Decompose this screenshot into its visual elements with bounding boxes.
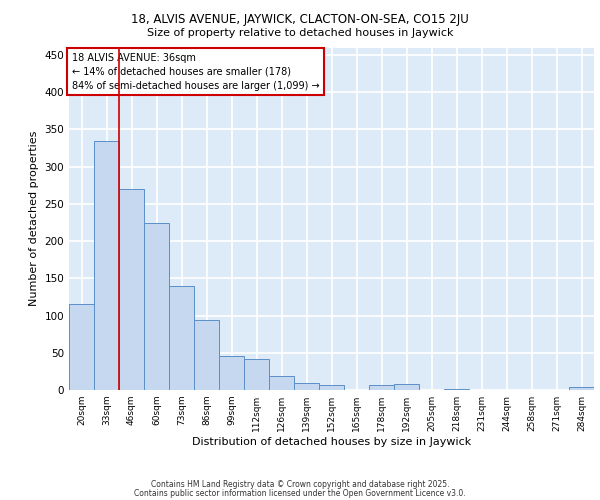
Bar — [394, 384, 419, 390]
Bar — [244, 360, 269, 390]
Bar — [444, 388, 469, 390]
Bar — [169, 286, 194, 390]
Bar — [369, 385, 394, 390]
Bar — [194, 320, 219, 390]
Bar — [569, 387, 594, 390]
Text: 18 ALVIS AVENUE: 36sqm
← 14% of detached houses are smaller (178)
84% of semi-de: 18 ALVIS AVENUE: 36sqm ← 14% of detached… — [71, 52, 319, 90]
Text: 18, ALVIS AVENUE, JAYWICK, CLACTON-ON-SEA, CO15 2JU: 18, ALVIS AVENUE, JAYWICK, CLACTON-ON-SE… — [131, 12, 469, 26]
Bar — [94, 140, 119, 390]
Text: Contains public sector information licensed under the Open Government Licence v3: Contains public sector information licen… — [134, 488, 466, 498]
Bar — [294, 382, 319, 390]
Bar — [119, 189, 144, 390]
Bar — [269, 376, 294, 390]
Text: Size of property relative to detached houses in Jaywick: Size of property relative to detached ho… — [147, 28, 453, 38]
X-axis label: Distribution of detached houses by size in Jaywick: Distribution of detached houses by size … — [192, 437, 471, 447]
Bar — [69, 304, 94, 390]
Y-axis label: Number of detached properties: Number of detached properties — [29, 131, 39, 306]
Bar — [144, 223, 169, 390]
Bar — [319, 385, 344, 390]
Bar — [219, 356, 244, 390]
Text: Contains HM Land Registry data © Crown copyright and database right 2025.: Contains HM Land Registry data © Crown c… — [151, 480, 449, 489]
